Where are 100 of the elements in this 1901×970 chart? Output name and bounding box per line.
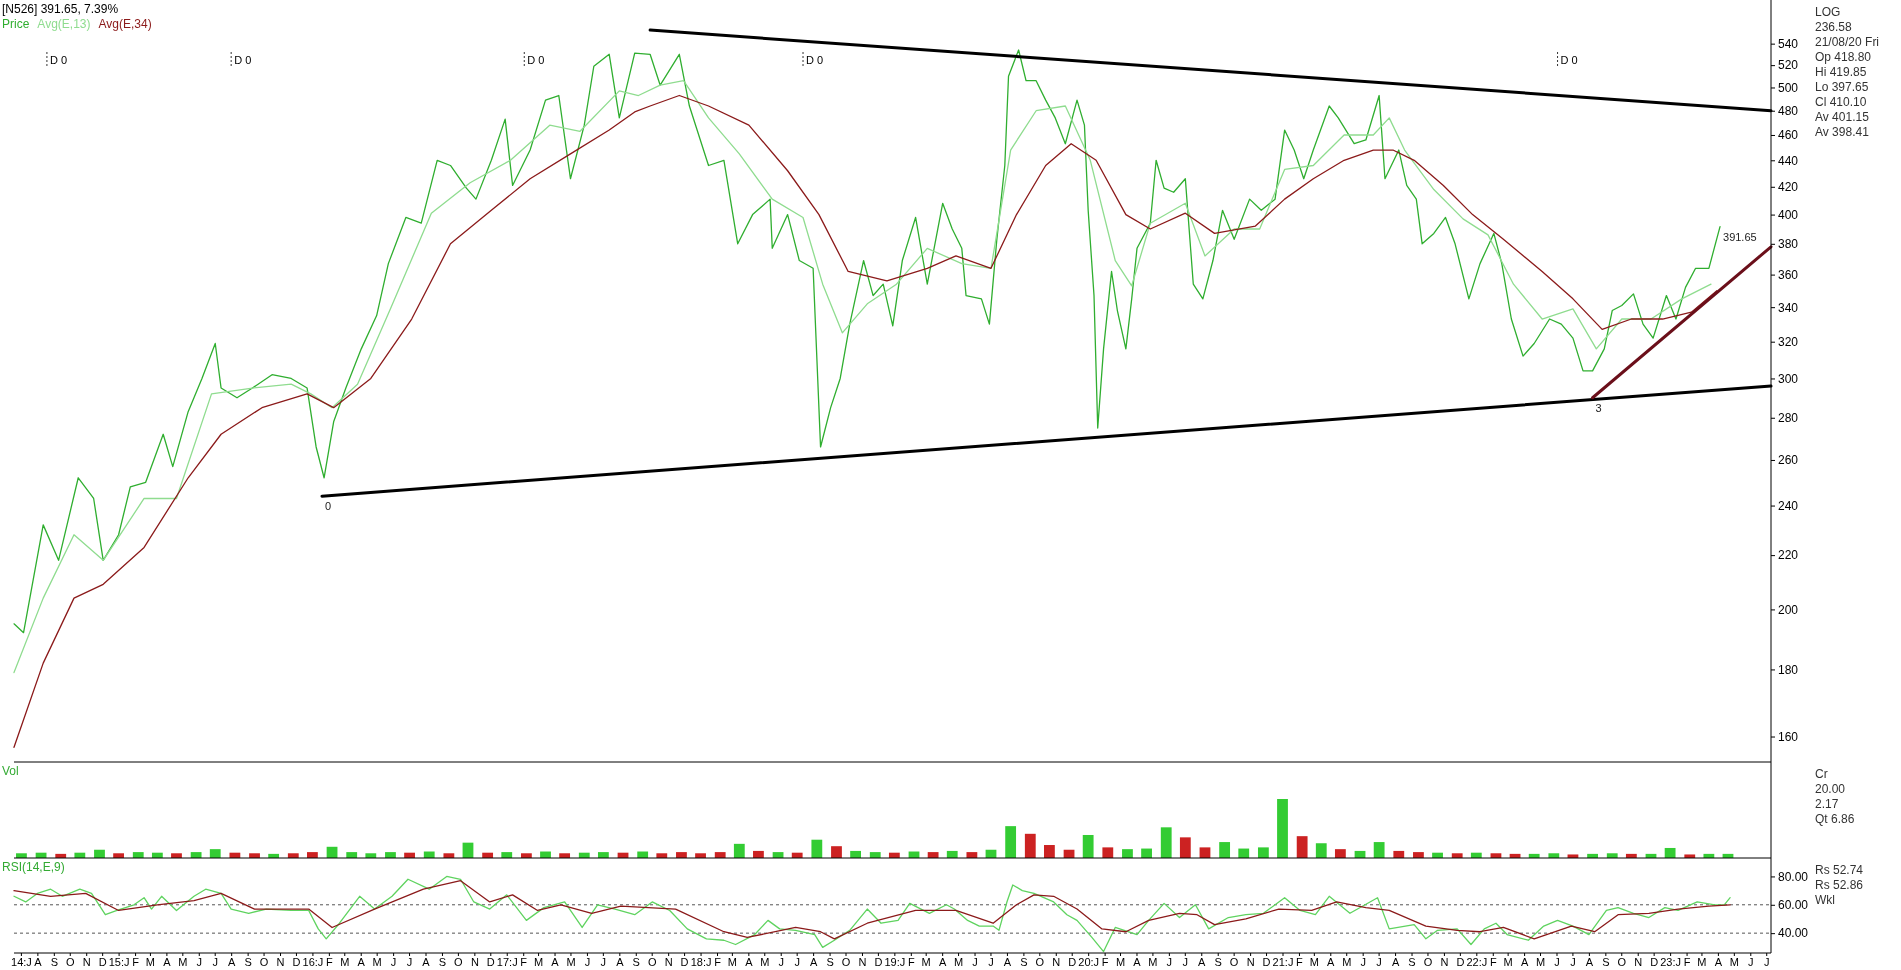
x-tick-label: M [727,955,737,968]
y-tick-label: 420 [1778,180,1799,195]
chart-title: Vol [2,764,19,778]
x-tick-label: 17:J [496,955,518,968]
x-tick-label: 20:J [1078,955,1100,968]
x-tick-label: A [1520,955,1529,968]
x-tick-label: J [600,955,607,968]
x-tick-label: A [163,955,172,968]
y-tick-label: 320 [1778,335,1799,350]
x-tick-label: S [826,955,834,968]
x-tick-label: A [551,955,560,968]
x-tick-label: N [858,955,867,968]
x-tick-label: J [390,955,397,968]
x-tick-label: O [1423,955,1433,968]
ref-line-label: D 0 [527,54,545,66]
x-tick-label: F [907,955,915,968]
y-tick-label: 80.00 [1778,869,1809,884]
y-tick-label: 200 [1778,602,1799,617]
text: Op 418.80 [1815,50,1872,64]
y-tick-label: 280 [1778,411,1799,426]
x-tick-label: M [1309,955,1319,968]
x-tick-label: O [454,955,464,968]
x-tick-label: S [1602,955,1610,968]
x-tick-label: N [1634,955,1643,968]
x-tick-label: J [1554,955,1560,968]
x-tick-label: J [1166,955,1173,968]
text: Cl 410.10 [1815,95,1867,109]
x-tick-label: S [632,955,640,968]
text: Avg(E,13) [37,17,91,31]
x-tick-label: F [520,955,528,968]
x-tick-label: J [1748,955,1754,968]
x-tick-label: N [664,955,673,968]
x-tick-label: N [470,955,479,968]
x-tick-label: D [1650,955,1659,968]
x-tick-label: O [841,955,851,968]
x-tick-label: A [1327,955,1336,968]
x-tick-label: M [1148,955,1158,968]
x-tick-label: S [244,955,252,968]
x-tick-label: A [228,955,236,968]
x-tick-label: O [1617,955,1627,968]
text: Wkl [1815,893,1835,907]
chart-title: RSI(14,E,9) [2,860,65,874]
y-tick-label: 460 [1778,128,1799,143]
x-tick-label: N [1440,955,1449,968]
ref-line-label: D 0 [234,54,252,66]
x-tick-label: F [1489,955,1497,968]
x-tick-label: J [1763,955,1770,968]
x-tick-label: D [1262,955,1271,968]
x-tick-label: S [1214,955,1222,968]
y-tick-label: 180 [1778,662,1799,677]
x-tick-label: F [326,955,333,968]
ref-line-label: D 0 [49,54,68,66]
x-tick-label: F [132,955,140,968]
y-tick-label: 40.00 [1778,926,1809,941]
x-tick-label: O [65,955,75,968]
text: 236.58 [1815,20,1853,34]
x-tick-label: A [1003,955,1012,968]
x-tick-label: A [357,955,366,968]
x-tick-label: F [1296,955,1304,968]
annotation: 0 [324,500,332,513]
x-tick-label: M [760,955,770,968]
y-tick-label: 520 [1778,58,1799,73]
x-tick-label: D [680,955,689,968]
ref-line-label: D 0 [1560,54,1578,66]
text: Hi 419.85 [1815,65,1867,79]
text: Rs 52.86 [1815,878,1864,892]
x-tick-label: M [566,955,576,968]
x-tick-label: 16:J [302,955,324,968]
x-tick-label: J [584,955,591,968]
y-tick-label: 380 [1778,237,1799,252]
text: Rs 52.74 [1815,863,1864,877]
y-tick-label: 340 [1778,300,1799,315]
x-tick-label: D [98,955,107,968]
text: 21/08/20 Fri [1815,35,1880,49]
x-tick-label: M [1342,955,1352,968]
text: Av 401.15 [1815,110,1870,124]
annotation: 3 [1595,401,1602,414]
text: 20.00 [1815,782,1846,796]
y-tick-label: 260 [1778,453,1799,468]
x-tick-label: A [809,955,818,968]
x-tick-label: J [1360,955,1366,968]
x-tick-label: D [1456,955,1465,968]
x-tick-label: D [486,955,495,968]
x-tick-label: N [82,955,91,968]
x-tick-label: 23:J [1660,955,1682,968]
y-tick-label: 60.00 [1778,898,1809,913]
annotation: 391.65 [1723,230,1757,243]
x-tick-label: A [616,955,625,968]
x-tick-label: S [50,955,58,968]
y-tick-label: 440 [1778,153,1799,168]
text: 2.17 [1815,797,1839,811]
x-tick-label: A [1391,955,1400,968]
x-tick-label: D [874,955,883,968]
y-tick-label: 400 [1778,207,1799,222]
text: Price [2,17,30,31]
x-tick-label: 22:J [1466,955,1488,968]
x-tick-label: A [938,955,947,968]
x-tick-label: M [372,955,382,968]
x-tick-label: F [1101,955,1109,968]
x-tick-label: A [422,955,431,968]
